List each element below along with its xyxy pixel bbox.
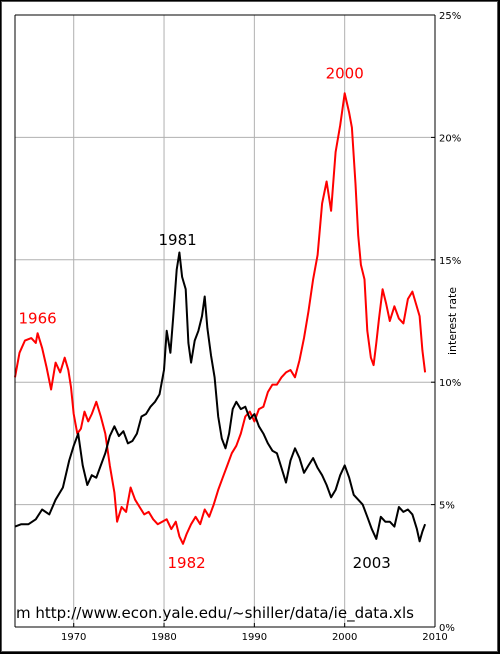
axes: [14, 14, 436, 628]
x-tick-label: 1970: [61, 632, 86, 643]
y-axis-label: interest rate: [446, 287, 459, 355]
grid: [15, 15, 435, 627]
y-tick-label: 20%: [439, 133, 461, 144]
series-line-red: [14, 92, 427, 545]
annotation-1966: 1966: [18, 309, 56, 327]
annotation-2003: 2003: [353, 554, 391, 572]
y-tick-label: 0%: [439, 623, 455, 634]
y-tick-label: 10%: [439, 378, 461, 389]
y-tick-label: 15%: [439, 256, 461, 267]
annotations: 1966 2000 1982 1981 2003: [18, 65, 390, 573]
series-line-black: [14, 251, 427, 543]
y-tick-label: 25%: [439, 11, 461, 22]
series-layer: [14, 92, 427, 545]
annotation-1982: 1982: [168, 554, 206, 572]
x-tick-label: 1980: [151, 632, 176, 643]
x-tick-label: 2000: [332, 632, 357, 643]
x-tick-label: 1990: [242, 632, 267, 643]
source-text: m http://www.econ.yale.edu/~shiller/data…: [16, 604, 414, 623]
annotation-2000: 2000: [326, 65, 364, 83]
annotation-1981: 1981: [158, 231, 196, 249]
x-tick-label: 2010: [422, 632, 447, 643]
y-tick-label: 5%: [439, 501, 455, 512]
